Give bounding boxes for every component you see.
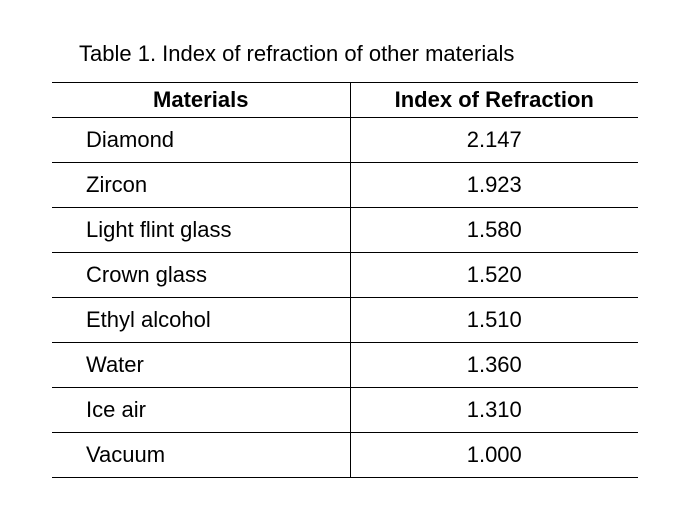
- table-row: Crown glass 1.520: [52, 252, 638, 298]
- material-cell: Light flint glass: [52, 207, 351, 253]
- column-header-index: Index of Refraction: [349, 82, 638, 118]
- material-cell: Diamond: [52, 117, 351, 163]
- header-row: Materials Index of Refraction: [52, 82, 638, 118]
- material-cell: Vacuum: [52, 432, 351, 478]
- table-row: Vacuum 1.000: [52, 432, 638, 478]
- table-row: Diamond 2.147: [52, 117, 638, 163]
- table-row: Zircon 1.923: [52, 162, 638, 208]
- refraction-table: Materials Index of Refraction Diamond 2.…: [52, 82, 638, 478]
- table-row: Water 1.360: [52, 342, 638, 388]
- material-cell: Crown glass: [52, 252, 351, 298]
- material-cell: Ethyl alcohol: [52, 297, 351, 343]
- column-header-materials: Materials: [52, 82, 351, 118]
- index-cell: 1.520: [349, 252, 638, 298]
- index-cell: 1.310: [349, 387, 638, 433]
- table-row: Ice air 1.310: [52, 387, 638, 433]
- index-cell: 1.923: [349, 162, 638, 208]
- index-cell: 2.147: [349, 117, 638, 163]
- table-caption: Table 1. Index of refraction of other ma…: [79, 41, 515, 66]
- index-cell: 1.360: [349, 342, 638, 388]
- table-row: Light flint glass 1.580: [52, 207, 638, 253]
- material-cell: Ice air: [52, 387, 351, 433]
- table-row: Ethyl alcohol 1.510: [52, 297, 638, 343]
- table-header: Materials Index of Refraction: [52, 82, 638, 118]
- table-body: Diamond 2.147 Zircon 1.923 Light flint g…: [52, 117, 638, 478]
- material-cell: Zircon: [52, 162, 351, 208]
- index-cell: 1.510: [349, 297, 638, 343]
- index-cell: 1.580: [349, 207, 638, 253]
- material-cell: Water: [52, 342, 351, 388]
- index-cell: 1.000: [349, 432, 638, 478]
